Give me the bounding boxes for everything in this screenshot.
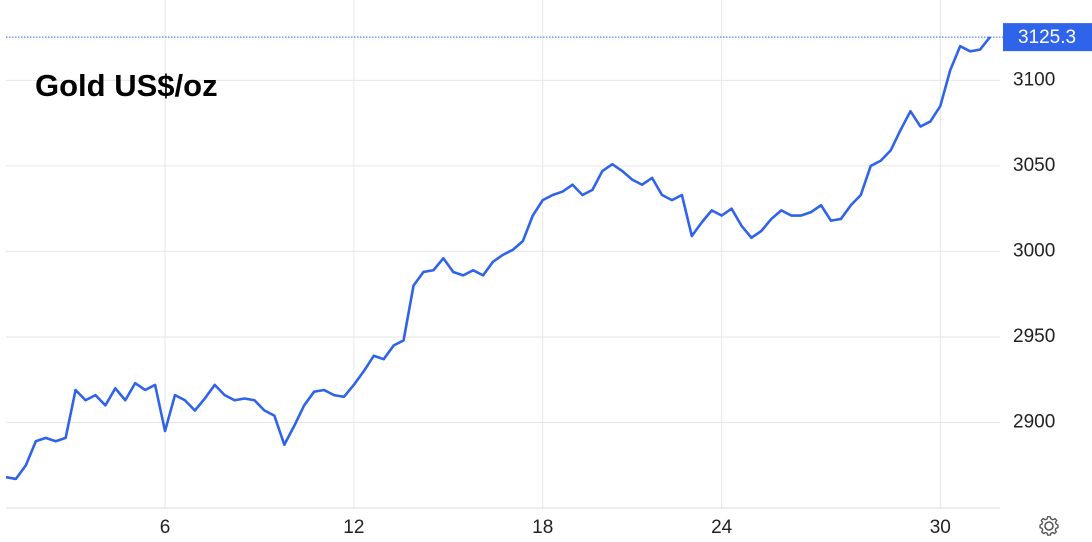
last-price-badge bbox=[1003, 23, 1092, 52]
x-tick-label: 18 bbox=[532, 517, 553, 538]
y-tick-label: 2950 bbox=[1013, 326, 1055, 347]
chart-title: Gold US$/oz bbox=[35, 68, 218, 103]
x-tick-label: 30 bbox=[930, 517, 951, 538]
x-tick-label: 12 bbox=[343, 517, 364, 538]
y-tick-label: 2900 bbox=[1013, 411, 1055, 432]
x-tick-label: 6 bbox=[160, 517, 171, 538]
last-price-label: 3125.3 bbox=[1018, 27, 1076, 48]
y-tick-label: 3050 bbox=[1013, 155, 1055, 176]
settings-icon[interactable] bbox=[1039, 516, 1059, 536]
x-tick-label: 24 bbox=[711, 517, 733, 538]
grid bbox=[6, 0, 1000, 508]
y-tick-label: 3100 bbox=[1013, 69, 1055, 90]
y-tick-label: 3000 bbox=[1013, 240, 1055, 261]
price-line bbox=[5, 36, 992, 481]
